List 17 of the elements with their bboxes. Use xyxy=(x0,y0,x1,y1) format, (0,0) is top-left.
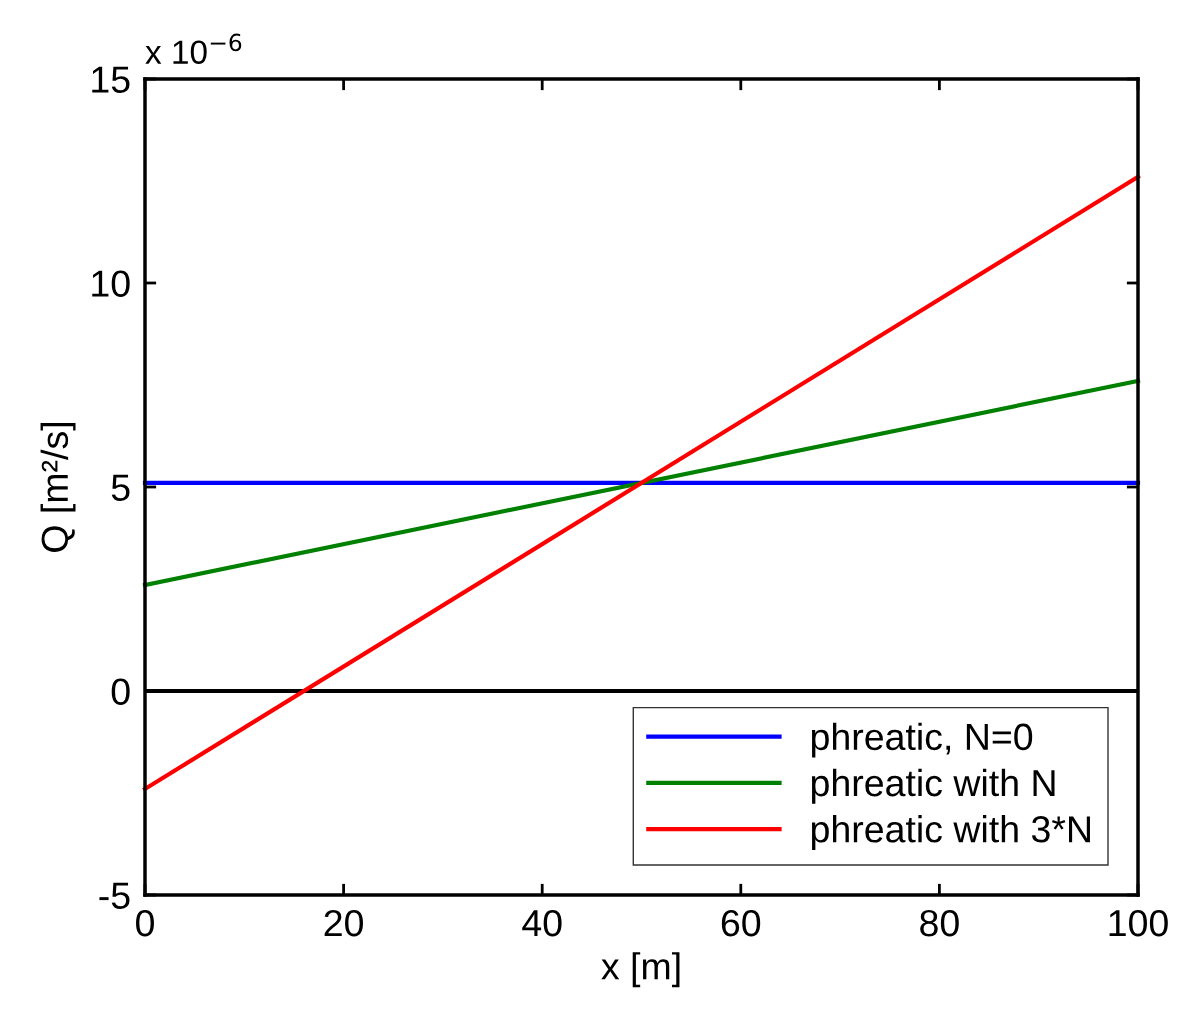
x-axis-title: x [m] xyxy=(601,952,680,988)
y-tick-label: -5 xyxy=(99,882,130,909)
y-tick-label: 15 xyxy=(92,66,130,93)
y-tick-label: 5 xyxy=(111,474,130,501)
text: x 10$^{−6}$ xyxy=(145,33,242,64)
x-tick-label: 20 xyxy=(324,909,363,937)
y-tick-label: 0 xyxy=(111,678,130,705)
y-axis-title: Q [m²/s] xyxy=(40,423,76,552)
x-tick-label: 80 xyxy=(920,909,959,937)
x-tick-label: 0 xyxy=(136,909,154,937)
x-tick-label: 40 xyxy=(522,909,562,937)
legend-label: phreatic with N xyxy=(811,768,1055,804)
x-tick-label: 100 xyxy=(1109,909,1168,937)
legend-label: phreatic, N=0 xyxy=(811,722,1033,758)
x-tick-label: 60 xyxy=(721,909,761,937)
legend-label: phreatic with 3*N xyxy=(811,815,1090,850)
y-tick-label: 10 xyxy=(92,270,130,297)
